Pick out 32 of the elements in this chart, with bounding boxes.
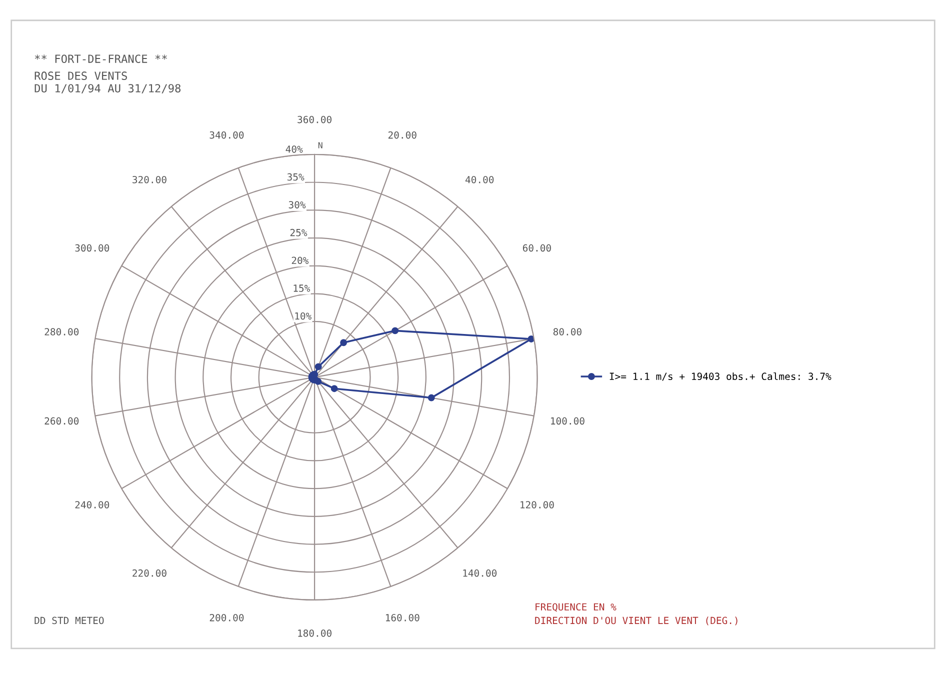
spoke-label: 120.00 xyxy=(520,501,554,508)
spoke-label: 360.00 xyxy=(298,116,332,124)
spoke-label: 300.00 xyxy=(75,244,110,252)
text: N xyxy=(318,142,322,148)
chart-title: ** FORT-DE-FRANCE ** xyxy=(34,54,167,63)
spoke-label: 100.00 xyxy=(551,417,584,425)
y-tick-label: 40% xyxy=(286,145,303,153)
y-tick-label: 10% xyxy=(295,312,312,320)
spoke-label: 280.00 xyxy=(44,328,79,336)
spoke-label: 220.00 xyxy=(132,569,166,577)
spoke-label: 320.00 xyxy=(132,176,166,184)
spoke-label: 40.00 xyxy=(465,176,494,184)
spoke-label: 200.00 xyxy=(210,614,244,622)
legend-label: I>= 1.1 m/s + 19403 obs.+ Calmes: 3.7% xyxy=(610,372,832,381)
spoke-label: 140.00 xyxy=(463,569,497,577)
spoke-label: 260.00 xyxy=(44,417,79,425)
chart-subtitle: ROSE DES VENTS DU 1/01/94 AU 31/12/98 xyxy=(34,72,181,94)
y-tick-label: 15% xyxy=(294,284,310,292)
y-tick-label: 30% xyxy=(288,201,306,208)
spoke-label: 80.00 xyxy=(553,328,582,336)
spoke-label: 60.00 xyxy=(522,244,551,252)
y-tick-label: 20% xyxy=(292,256,309,264)
spoke-label: 180.00 xyxy=(298,629,332,637)
text: FREQUENCE EN % xyxy=(536,603,616,612)
text: DIRECTION D'OU VIENT LE VENT (DEG.) xyxy=(535,616,738,626)
text: DD STD METEO xyxy=(34,616,104,624)
spoke-label: 340.00 xyxy=(210,131,244,139)
spoke-label: 160.00 xyxy=(386,614,420,622)
spoke-label: 240.00 xyxy=(75,501,110,508)
spoke-label: 20.00 xyxy=(388,131,416,139)
y-tick-label: 35% xyxy=(287,173,304,181)
y-tick-label: 25% xyxy=(290,228,308,236)
